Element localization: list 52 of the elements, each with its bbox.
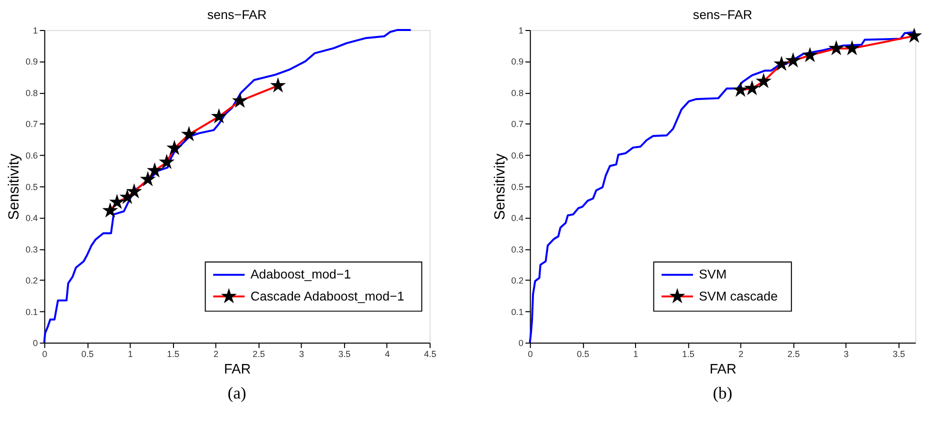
y-tick-label: 0.2 (26, 276, 38, 286)
text: (a) (228, 384, 246, 403)
y-tick-label: 0.7 (511, 119, 524, 130)
y-tick-label: 0.9 (511, 56, 524, 67)
x-tick-label: 3.5 (892, 348, 906, 359)
text: (b) (712, 384, 732, 403)
y-tick-label: 0.7 (26, 119, 38, 130)
x-tick-label: 0 (42, 348, 48, 359)
x-tick-label: 3 (299, 348, 304, 359)
x-tick-label: 3 (844, 348, 849, 359)
x-tick-label: 0.5 (576, 348, 590, 359)
x-tick-label: 0 (528, 348, 533, 359)
y-tick-label: 0.8 (511, 88, 524, 98)
legend-label: SVM cascade (698, 288, 778, 304)
y-tick-label: 0 (518, 338, 524, 348)
x-tick-label: 4.5 (424, 348, 436, 359)
y-tick-label: 0.5 (511, 182, 524, 192)
x-axis-title: FAR (224, 362, 251, 377)
x-tick-label: 0.5 (81, 348, 94, 359)
y-tick-label: 0.1 (26, 306, 38, 317)
y-tick-label: 0.4 (511, 213, 524, 224)
y-tick-label: 0.6 (511, 150, 524, 161)
y-tick-label: 0.6 (26, 150, 38, 161)
y-tick-label: 0.3 (26, 244, 38, 254)
x-tick-label: 2 (214, 348, 219, 359)
legend-label: SVM (698, 266, 727, 282)
y-tick-label: 1 (32, 25, 38, 36)
x-tick-label: 2.5 (787, 348, 800, 359)
y-tick-label: 0.8 (26, 88, 38, 98)
x-tick-label: 3.5 (338, 348, 351, 359)
y-tick-label: 1 (518, 25, 524, 36)
x-tick-label: 4 (384, 348, 390, 359)
y-tick-label: 0.5 (26, 182, 38, 192)
y-tick-label: 0.2 (511, 276, 524, 286)
y-tick-label: 0.1 (511, 306, 524, 317)
y-tick-label: 0 (32, 338, 38, 348)
x-tick-label: 2 (738, 348, 744, 359)
chart-title: sens−FAR (692, 7, 752, 22)
y-axis-title: Sensitivity (6, 153, 23, 220)
x-tick-label: 1.5 (682, 348, 695, 359)
x-tick-label: 1 (633, 348, 638, 359)
y-tick-label: 0.4 (26, 213, 38, 224)
y-tick-label: 0.3 (511, 244, 524, 254)
legend-label: Adaboost_mod−1 (250, 266, 351, 282)
x-tick-label: 2.5 (252, 348, 266, 359)
x-tick-label: 1 (128, 348, 133, 359)
y-tick-label: 0.9 (26, 56, 38, 67)
y-axis-title: Sensitivity (492, 153, 508, 220)
x-tick-label: 1.5 (167, 348, 180, 359)
x-axis-title: FAR (710, 362, 736, 377)
legend-label: Cascade Adaboost_mod−1 (250, 288, 404, 304)
chart-title: sens−FAR (207, 7, 267, 22)
